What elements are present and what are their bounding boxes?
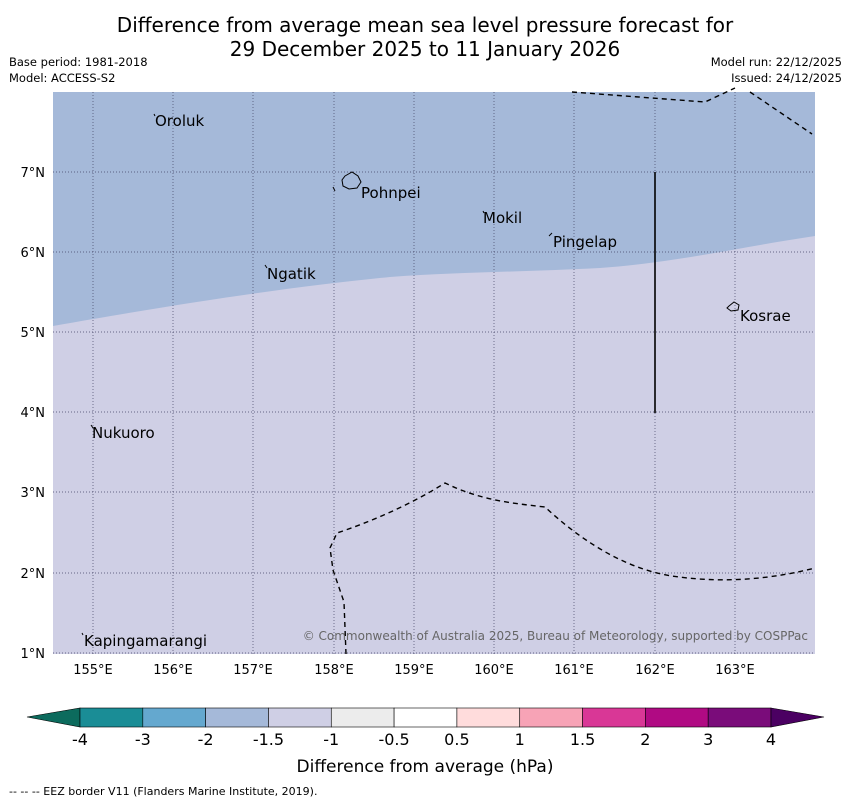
ant-atoll-outline <box>332 186 336 192</box>
base-period: Base period: 1981-2018 <box>9 55 148 69</box>
title-line-2: 29 December 2025 to 11 January 2026 <box>229 37 621 61</box>
colorbar-tick-label: -3 <box>135 730 151 749</box>
meta-right: Model run: 22/12/2025 Issued: 24/12/2025 <box>711 54 842 86</box>
issued-date: Issued: 24/12/2025 <box>731 71 842 85</box>
place-label-oroluk: Oroluk <box>155 112 204 130</box>
place-labels: Oroluk Pohnpei Mokil Pingelap Ngatik Kos… <box>84 112 791 650</box>
latitude-axis: 7°N 6°N 5°N 4°N 3°N 2°N 1°N <box>21 166 46 662</box>
islands <box>81 113 740 636</box>
colorbar-tick-label: -0.5 <box>378 730 409 749</box>
colorbar-tick-label: -1 <box>323 730 339 749</box>
colorbar-swatch <box>330 707 395 728</box>
eez-border-northeast <box>749 91 813 135</box>
eez-borders <box>329 87 816 655</box>
lon-tick-160e: 160°E <box>474 663 514 678</box>
place-label-kapingamarangi: Kapingamarangi <box>84 632 207 650</box>
pingelap-atoll-outline <box>548 232 553 237</box>
colorbar-tick-label: 1.5 <box>570 730 595 749</box>
lon-tick-163e: 163°E <box>715 663 755 678</box>
lat-tick-6n: 6°N <box>21 246 46 261</box>
place-label-pohnpei: Pohnpei <box>361 184 421 202</box>
title-line-1: Difference from average mean sea level p… <box>116 13 734 37</box>
place-label-pingelap: Pingelap <box>553 233 617 251</box>
colorbar-swatch <box>456 707 521 728</box>
colorbar-swatch <box>393 707 458 728</box>
copyright-notice: © Commonwealth of Australia 2025, Bureau… <box>303 629 808 643</box>
colorbar-swatch <box>645 707 709 728</box>
map-area <box>53 92 815 654</box>
colorbar-label: Difference from average (hPa) <box>297 757 554 777</box>
colorbar-swatch <box>519 707 583 728</box>
colorbar-swatch <box>142 707 206 728</box>
place-label-kosrae: Kosrae <box>740 307 791 325</box>
eez-legend-note: -- -- -- EEZ border V11 (Flanders Marine… <box>9 785 318 798</box>
lon-tick-159e: 159°E <box>394 663 434 678</box>
ngatik-atoll-outline <box>264 264 268 269</box>
colorbar: -4 -3 -2 -1.5 -1 -0.5 0.5 1 1.5 2 3 4 <box>26 707 825 749</box>
meta-left: Base period: 1981-2018 Model: ACCESS-S2 <box>9 54 148 86</box>
colorbar-high-extension <box>770 707 825 728</box>
mokil-atoll-outline <box>482 210 485 214</box>
colorbar-tick-label: 4 <box>766 730 776 749</box>
colorbar-tick-labels: -4 -3 -2 -1.5 -1 -0.5 0.5 1 1.5 2 3 4 <box>72 730 776 749</box>
colorbar-swatch <box>205 707 269 728</box>
lat-tick-3n: 3°N <box>21 486 46 501</box>
colorbar-tick-label: -2 <box>198 730 214 749</box>
colorbar-tick-label: 2 <box>640 730 650 749</box>
colorbar-swatches <box>79 707 772 728</box>
eez-border-north <box>571 87 736 103</box>
place-label-ngatik: Ngatik <box>267 265 316 283</box>
colorbar-tick-label: 1 <box>515 730 525 749</box>
lat-tick-1n: 1°N <box>21 647 46 662</box>
longitude-axis: 155°E 156°E 157°E 158°E 159°E 160°E 161°… <box>73 663 755 678</box>
lat-tick-4n: 4°N <box>21 406 46 421</box>
colorbar-swatch <box>268 707 332 728</box>
colorbar-tick-label: 3 <box>703 730 713 749</box>
oroluk-atoll-outline <box>153 113 156 117</box>
model-run: Model run: 22/12/2025 <box>710 55 842 69</box>
kosrae-island-outline <box>726 301 740 312</box>
colorbar-tick-label: -1.5 <box>253 730 284 749</box>
nukuoro-atoll-outline <box>90 424 94 429</box>
colorbar-low-extension <box>26 707 81 728</box>
lon-tick-155e: 155°E <box>73 663 113 678</box>
eez-border-south <box>329 482 816 655</box>
lon-tick-158e: 158°E <box>314 663 354 678</box>
colorbar-swatch <box>79 707 144 728</box>
pohnpei-island-outline <box>341 171 362 190</box>
lat-tick-5n: 5°N <box>21 326 46 341</box>
colorbar-tick-label: 0.5 <box>444 730 469 749</box>
lon-tick-161e: 161°E <box>554 663 594 678</box>
kapingamarangi-atoll-outline <box>81 632 84 636</box>
chart-title: Difference from average mean sea level p… <box>0 13 850 61</box>
lat-tick-2n: 2°N <box>21 567 46 582</box>
colorbar-swatch <box>707 707 772 728</box>
lon-tick-156e: 156°E <box>153 663 193 678</box>
colorbar-tick-label: -4 <box>72 730 88 749</box>
lat-tick-7n: 7°N <box>21 166 46 181</box>
colorbar-swatch <box>582 707 646 728</box>
model-name: Model: ACCESS-S2 <box>9 71 116 85</box>
lon-tick-162e: 162°E <box>635 663 675 678</box>
lon-tick-157e: 157°E <box>233 663 273 678</box>
place-label-mokil: Mokil <box>483 209 522 227</box>
band-upper <box>53 92 815 326</box>
place-label-nukuoro: Nukuoro <box>92 424 155 442</box>
